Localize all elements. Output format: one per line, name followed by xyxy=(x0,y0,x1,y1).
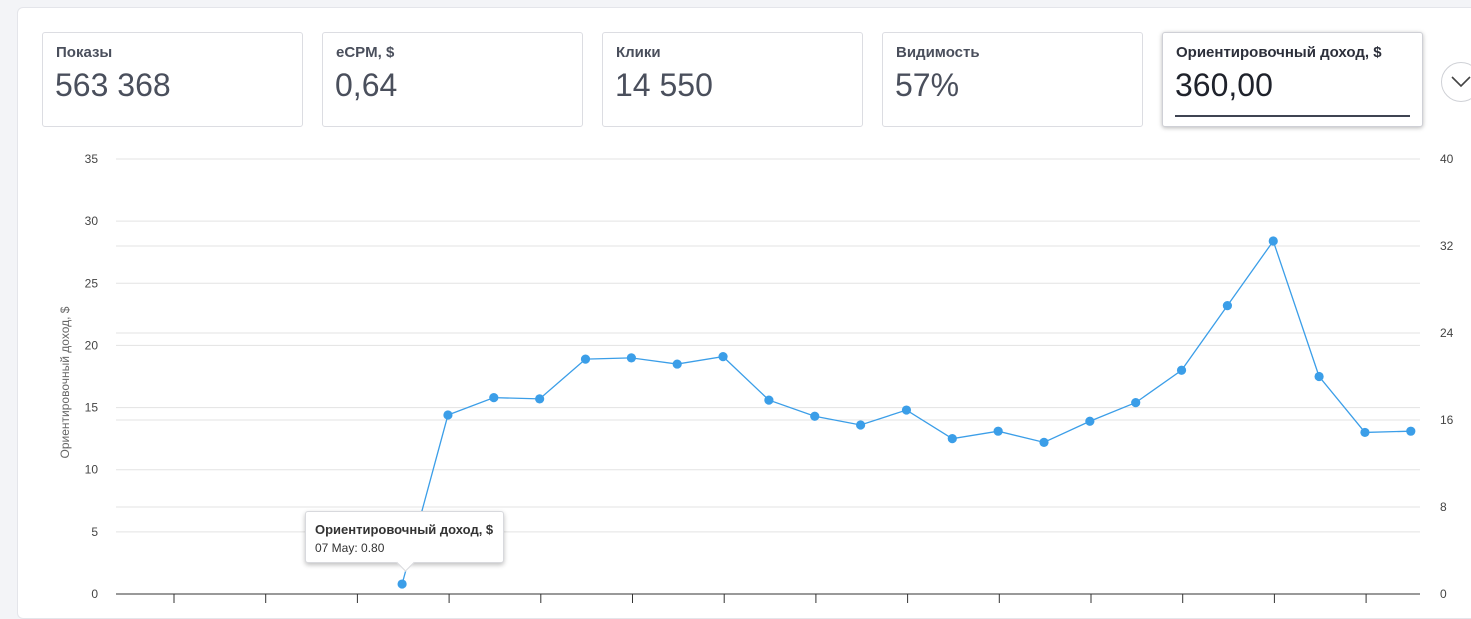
metric-card-ecpm[interactable]: eCPM, $ 0,64 xyxy=(322,32,583,127)
metric-card-impressions[interactable]: Показы 563 368 xyxy=(42,32,303,127)
y2-tick-label: 16 xyxy=(1440,413,1454,427)
data-point xyxy=(626,353,636,363)
tooltip-title: Ориентировочный доход, $ xyxy=(315,522,494,537)
metric-card-revenue[interactable]: Ориентировочный доход, $ 360,00 xyxy=(1162,32,1423,127)
data-point xyxy=(901,405,912,415)
data-point xyxy=(1176,365,1187,375)
y2-tick-label: 32 xyxy=(1440,239,1454,253)
metric-value: 563 368 xyxy=(55,67,171,103)
chevron-down-icon xyxy=(1451,76,1471,88)
data-point xyxy=(810,411,820,421)
revenue-line-chart: 0 5 10 15 20 25 30 35 0 8 16 24 32 40 Ориентировочный … xyxy=(58,152,1454,603)
y-tick-label: 5 xyxy=(91,525,98,539)
data-point xyxy=(947,434,957,444)
data-point xyxy=(443,410,453,420)
metric-label: eCPM, $ xyxy=(336,44,395,61)
y2-tick-label: 0 xyxy=(1440,587,1447,601)
metric-label: Клики xyxy=(616,44,661,61)
data-point xyxy=(1314,371,1324,382)
data-point xyxy=(1222,301,1232,311)
data-point xyxy=(1360,427,1370,438)
y-tick-label: 25 xyxy=(85,276,99,290)
data-point xyxy=(764,395,774,405)
y2-tick-label: 40 xyxy=(1440,152,1454,166)
data-point xyxy=(672,359,682,369)
metric-value: 57% xyxy=(895,67,960,103)
chart-tooltip: Ориентировочный доход, $ 07 May: 0.80 xyxy=(305,511,504,572)
y-tick-label: 20 xyxy=(85,338,99,352)
tooltip-value: 07 May: 0.80 xyxy=(315,541,385,555)
data-point xyxy=(535,394,545,404)
metric-label: Ориентировочный доход, $ xyxy=(1176,44,1382,61)
data-point xyxy=(580,354,591,364)
data-point xyxy=(1406,426,1416,436)
y-tick-label: 35 xyxy=(85,152,99,166)
data-point xyxy=(856,420,866,430)
metric-label: Видимость xyxy=(896,44,980,61)
y2-tick-label: 8 xyxy=(1440,500,1447,514)
data-point xyxy=(1085,416,1095,426)
y2-tick-label: 24 xyxy=(1440,326,1454,340)
y-tick-label: 15 xyxy=(85,401,99,415)
metric-label: Показы xyxy=(56,44,113,61)
data-point xyxy=(1131,398,1141,408)
metric-card-visibility[interactable]: Видимость 57% xyxy=(882,32,1143,127)
y-axis-title: Ориентировочный доход, $ xyxy=(58,306,72,458)
data-point xyxy=(1268,236,1278,246)
data-point xyxy=(993,426,1003,436)
y-tick-label: 30 xyxy=(85,214,99,228)
expand-metrics-button[interactable] xyxy=(1441,62,1471,102)
data-point xyxy=(718,352,728,362)
data-point xyxy=(1039,437,1049,447)
metric-value: 360,00 xyxy=(1175,67,1273,103)
metric-value: 14 550 xyxy=(615,67,713,103)
metric-card-clicks[interactable]: Клики 14 550 xyxy=(602,32,863,127)
y-tick-label: 0 xyxy=(91,587,98,601)
metric-value: 0,64 xyxy=(335,67,398,103)
y-tick-label: 10 xyxy=(85,463,99,477)
active-indicator xyxy=(1175,115,1410,117)
data-point xyxy=(397,579,407,589)
data-point xyxy=(489,393,499,403)
